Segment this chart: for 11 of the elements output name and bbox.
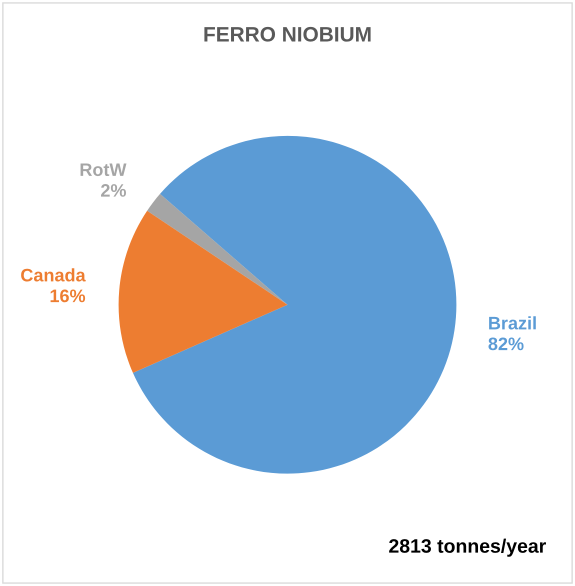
pie-slice [132,136,456,474]
data-label: 82% [488,337,524,350]
pie-slice [118,210,288,373]
slice-label: Brazil [489,316,536,330]
pie-slice [147,194,288,305]
chart-title: FERRO NIOBIUM [204,26,371,42]
text: 2813 tonnes/year [389,538,546,557]
slice-label: RotW [80,163,126,176]
data-label: 2% [101,184,126,197]
data-label: 16% [50,289,86,302]
slice-label: Canada [21,268,86,282]
